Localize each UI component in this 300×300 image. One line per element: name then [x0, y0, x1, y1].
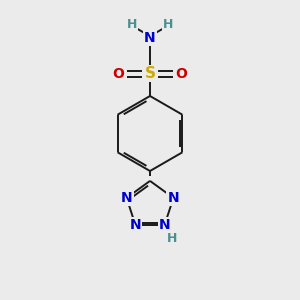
- Text: H: H: [127, 18, 137, 32]
- Text: N: N: [121, 191, 132, 205]
- Text: N: N: [159, 218, 170, 233]
- Text: S: S: [145, 66, 155, 81]
- Text: N: N: [130, 218, 141, 233]
- Text: H: H: [167, 232, 177, 245]
- Text: N: N: [168, 191, 179, 205]
- Text: N: N: [144, 31, 156, 44]
- Text: O: O: [112, 67, 124, 80]
- Text: H: H: [163, 18, 173, 32]
- Text: O: O: [176, 67, 188, 80]
